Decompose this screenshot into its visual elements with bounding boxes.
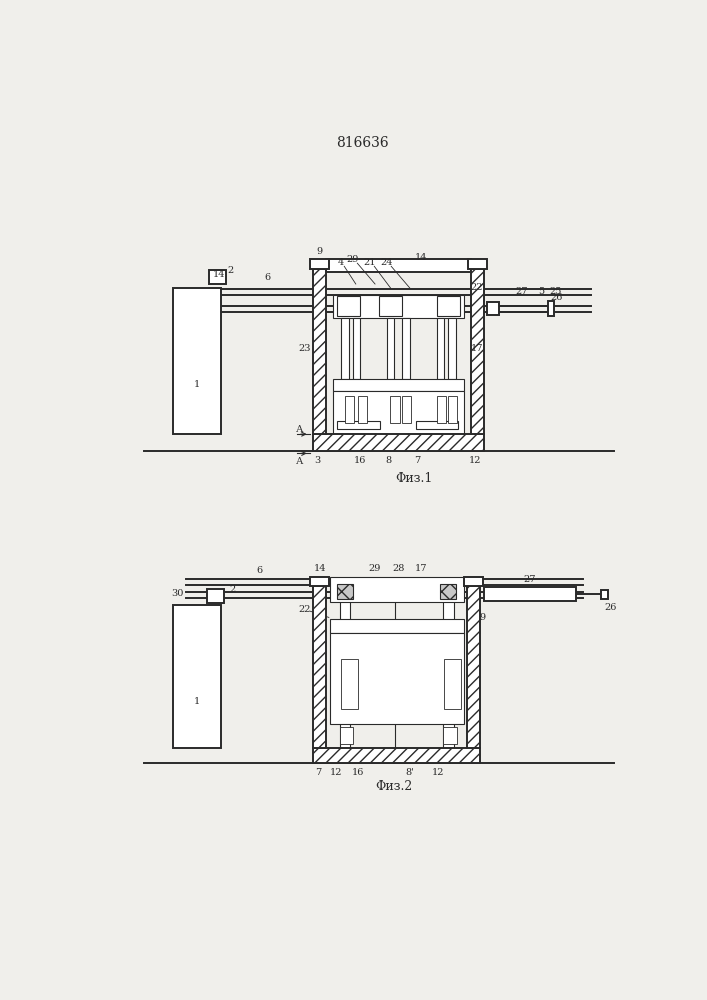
Bar [334,379,464,391]
Text: 2: 2 [230,585,235,594]
Text: 9: 9 [317,247,322,256]
Text: 14: 14 [213,270,225,279]
Bar [547,301,554,316]
Bar [444,659,461,709]
Bar [339,727,354,744]
Text: 28: 28 [392,564,404,573]
Bar [341,659,358,709]
Text: 816636: 816636 [337,136,389,150]
Text: 3: 3 [314,456,320,465]
Bar [313,269,326,434]
Bar [339,597,351,748]
Bar [313,586,326,748]
Bar [310,577,329,586]
Text: 26: 26 [604,603,617,612]
Text: 1: 1 [194,697,200,706]
Bar [173,288,221,434]
Text: 22: 22 [298,605,310,614]
Text: 23: 23 [298,344,310,353]
Bar [341,318,349,379]
Text: А: А [296,425,303,434]
Bar [437,318,444,379]
Text: 2: 2 [227,266,233,275]
Text: 27: 27 [524,575,536,584]
Bar [443,597,454,748]
Text: 7: 7 [414,456,421,465]
Bar [468,259,486,269]
Bar [329,577,464,602]
Text: 21: 21 [363,258,376,267]
Bar [173,605,221,748]
Bar [602,590,607,599]
Bar [329,633,464,724]
Bar [472,269,484,434]
Bar [326,259,472,272]
Bar [437,296,460,316]
Text: 16: 16 [354,456,366,465]
Bar [337,584,353,599]
Text: 4: 4 [337,258,344,267]
Bar [437,396,446,423]
Bar [448,396,457,423]
Text: 25: 25 [549,287,561,296]
Bar [448,318,456,379]
Bar [334,391,464,434]
Bar [402,318,409,379]
Bar [467,586,480,748]
Bar [337,296,361,316]
Text: 8: 8 [386,456,392,465]
Bar [345,396,354,423]
Bar [402,396,411,423]
Bar [209,270,226,284]
Bar [207,589,224,603]
Text: 22: 22 [470,283,483,292]
Text: 12: 12 [432,768,445,777]
Text: 1: 1 [194,380,200,389]
Text: 7: 7 [315,768,321,777]
Text: 6: 6 [257,566,262,575]
Bar [443,727,457,744]
Bar [416,421,458,429]
Text: 17: 17 [470,344,483,353]
Text: 17: 17 [415,564,428,573]
Text: 14: 14 [415,253,428,262]
Text: 24: 24 [380,258,393,267]
Bar [379,296,402,316]
Text: Φиз.1: Φиз.1 [395,472,432,485]
Text: 5: 5 [538,287,544,296]
Bar [313,748,480,763]
Bar [390,396,399,423]
Bar [487,302,499,315]
Bar [464,577,483,586]
Bar [387,318,395,379]
Bar [484,587,576,601]
Text: 8': 8' [405,768,414,777]
Text: 6: 6 [264,273,270,282]
Text: 9: 9 [480,613,486,622]
Bar [353,318,361,379]
Text: 29: 29 [369,564,381,573]
Text: Φиз.2: Φиз.2 [375,780,413,793]
Bar [358,396,368,423]
Text: 29: 29 [346,255,359,264]
Text: 12: 12 [330,768,343,777]
Text: 26: 26 [551,293,563,302]
Text: 12: 12 [469,456,481,465]
Text: 30: 30 [171,589,183,598]
Bar [334,295,464,318]
Text: 27: 27 [516,287,528,296]
Text: А: А [296,457,303,466]
Bar [310,259,329,269]
Text: 14: 14 [313,564,326,573]
Bar [313,434,484,451]
Text: 16: 16 [352,768,364,777]
Bar [329,619,464,633]
Bar [337,421,380,429]
Bar [440,584,456,599]
